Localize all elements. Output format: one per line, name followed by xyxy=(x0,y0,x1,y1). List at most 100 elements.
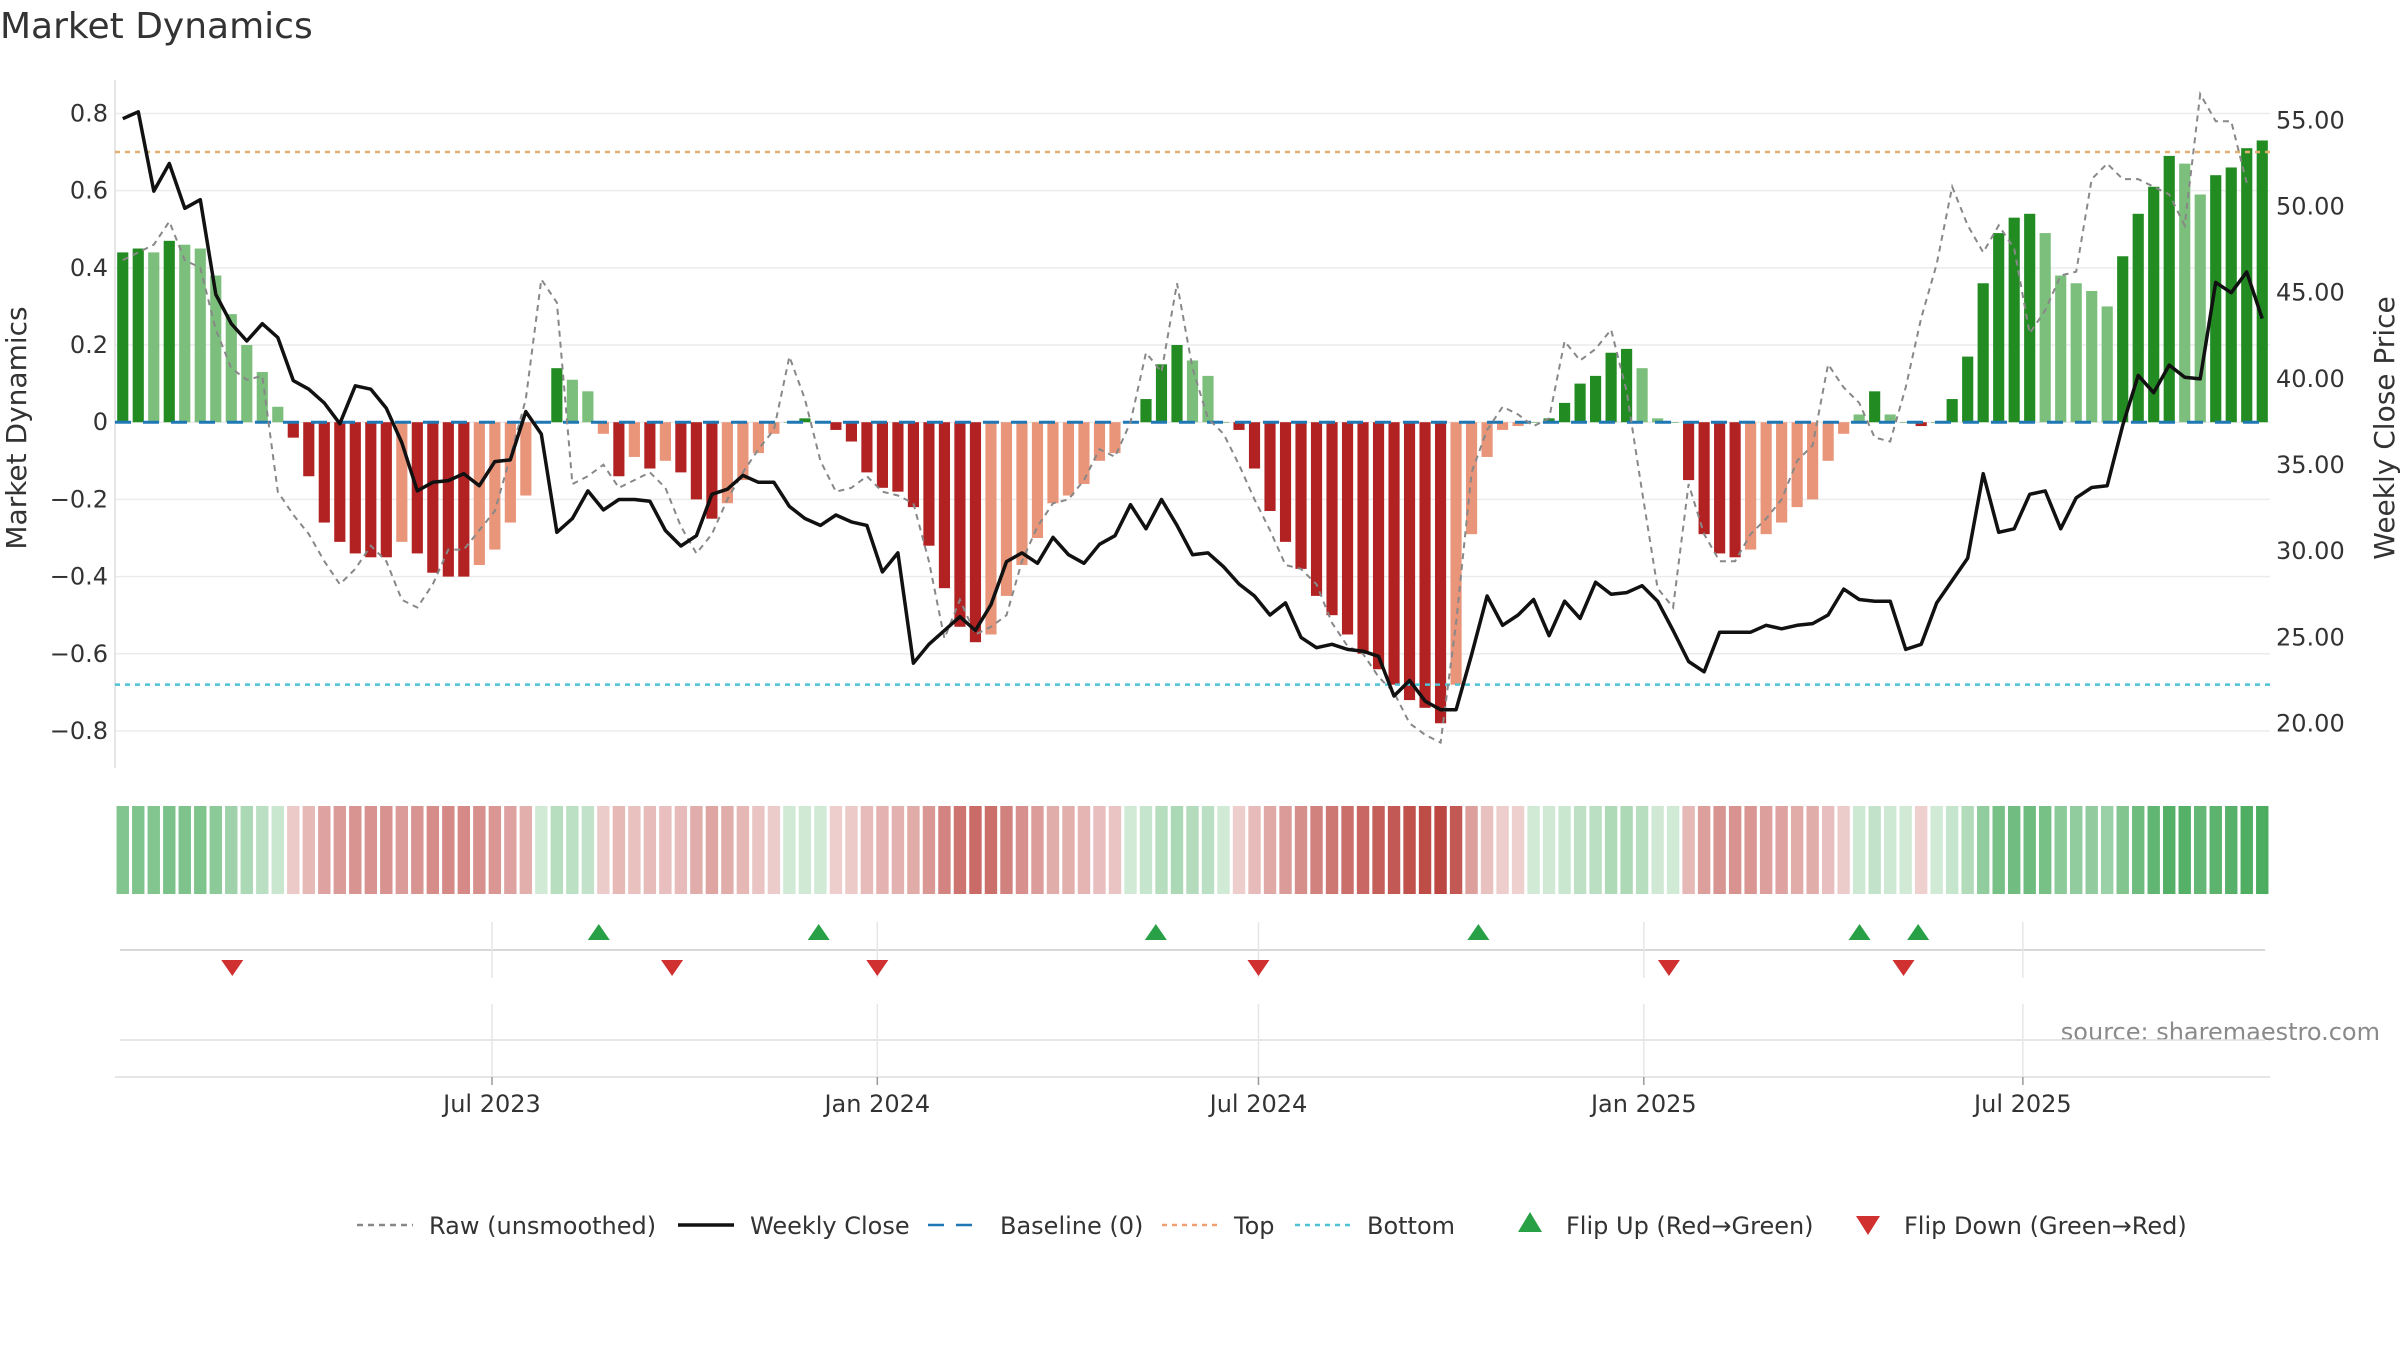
dynamics-bar xyxy=(861,422,873,473)
x-tick-label: Jul 2024 xyxy=(1208,1090,1308,1118)
dynamics-bar xyxy=(1264,422,1276,511)
source-note: source: sharemaestro.com xyxy=(2061,1018,2380,1046)
dynamics-bar xyxy=(1140,399,1152,423)
dynamics-bar xyxy=(473,422,485,566)
x-axis-ticks: Jul 2023 Jan 2024 Jul 2024 Jan 2025 Jul 2025 xyxy=(441,1077,2072,1118)
regime-cell xyxy=(1248,806,1261,894)
regime-cell xyxy=(1077,806,1091,894)
regime-cell xyxy=(178,806,191,894)
flip-up-marker xyxy=(1848,924,1871,940)
flip-up-marker xyxy=(1907,924,1930,940)
regime-cell xyxy=(1604,806,1618,894)
raw-series xyxy=(122,90,2248,745)
regime-cell xyxy=(349,806,362,894)
dynamics-bar xyxy=(2241,148,2253,423)
dynamics-bar xyxy=(1698,422,1710,535)
regime-cell xyxy=(364,806,378,894)
y2-tick-label: 45.00 xyxy=(2276,279,2345,307)
regime-cell xyxy=(411,806,424,894)
regime-cell xyxy=(1372,806,1385,894)
regime-cell xyxy=(891,806,905,894)
regime-cell xyxy=(860,806,874,894)
dynamics-bar xyxy=(1326,422,1338,616)
regime-cell xyxy=(132,806,145,894)
regime-cell xyxy=(1899,806,1912,894)
dynamics-bar xyxy=(1559,402,1571,423)
dynamics-bar xyxy=(2179,163,2191,423)
dynamics-bar xyxy=(349,422,361,554)
regime-cell xyxy=(1217,806,1230,894)
regime-cell xyxy=(2116,806,2129,894)
regime-cell xyxy=(1031,806,1044,894)
dynamics-bar xyxy=(1016,422,1028,566)
x-tick-label: Jul 2025 xyxy=(1972,1090,2072,1118)
regime-cell xyxy=(659,806,672,894)
dynamics-bar xyxy=(706,422,718,519)
regime-cell xyxy=(1232,806,1246,894)
dynamics-bar xyxy=(148,252,160,423)
regime-cell xyxy=(1558,806,1571,894)
regime-cell xyxy=(1139,806,1153,894)
x-tick-label: Jan 2025 xyxy=(1589,1090,1697,1118)
flip-down-marker xyxy=(221,960,244,976)
dynamics-bar xyxy=(1062,422,1075,496)
regime-cell xyxy=(1945,806,1959,894)
dynamics-bar xyxy=(1760,422,1772,535)
dynamics-bar xyxy=(628,422,640,457)
dynamics-bar xyxy=(1481,422,1493,457)
dynamics-bar xyxy=(1900,422,1912,424)
dynamics-bar xyxy=(1233,422,1245,430)
regime-cell xyxy=(2240,806,2253,894)
dynamics-bar xyxy=(1838,422,1850,434)
regime-cell xyxy=(798,806,812,894)
dynamics-bar xyxy=(117,252,129,423)
dynamics-bar xyxy=(1993,233,2005,423)
regime-cell xyxy=(829,806,843,894)
dynamics-bar xyxy=(1171,345,1183,423)
y2-tick-label: 55.00 xyxy=(2276,106,2345,134)
regime-cell xyxy=(473,806,486,894)
chart-title: Market Dynamics xyxy=(0,6,313,47)
y-tick-label: −0.2 xyxy=(50,485,108,513)
dynamics-bar xyxy=(365,422,377,558)
regime-cell xyxy=(969,806,982,894)
legend-label: Flip Down (Green→Red) xyxy=(1904,1212,2187,1240)
dynamics-bar xyxy=(551,368,563,423)
legend-item: Top xyxy=(1162,1212,1275,1240)
dynamics-bar xyxy=(1822,422,1834,461)
regime-cell xyxy=(1015,806,1029,894)
dynamics-bar xyxy=(1295,422,1307,569)
regime-cell xyxy=(581,806,595,894)
regime-cell xyxy=(333,806,346,894)
y-tick-label: 0.8 xyxy=(70,99,108,127)
regime-cell xyxy=(1914,806,1928,894)
dynamics-bar xyxy=(210,275,222,423)
regime-cell xyxy=(2178,806,2191,894)
dynamics-bar xyxy=(442,422,454,577)
dynamics-bar xyxy=(1621,348,1633,423)
regime-cell xyxy=(1155,806,1168,894)
regime-cell xyxy=(2085,806,2098,894)
regime-cell xyxy=(2132,806,2145,894)
dynamics-bar xyxy=(163,240,175,423)
dynamics-bar xyxy=(1791,422,1803,508)
regime-cell xyxy=(1356,806,1370,894)
regime-cell xyxy=(457,806,471,894)
dynamics-bar xyxy=(1403,422,1416,701)
y-tick-label: 0 xyxy=(93,408,108,436)
regime-cell xyxy=(643,806,657,894)
regime-cell xyxy=(2070,806,2083,894)
flip-markers xyxy=(115,922,2270,1078)
dynamics-bar xyxy=(1186,360,1199,423)
dynamics-bar xyxy=(1279,422,1292,542)
regime-cell xyxy=(302,806,315,894)
dynamics-bar xyxy=(256,372,268,423)
regime-cell xyxy=(1124,806,1137,894)
dynamics-bar xyxy=(1946,399,1958,423)
regime-cell xyxy=(256,806,269,894)
flip-up-marker xyxy=(1144,924,1167,940)
dynamics-bar xyxy=(2055,275,2067,423)
dynamics-bar xyxy=(2256,140,2268,423)
regime-cell xyxy=(2007,806,2021,894)
regime-cell xyxy=(1527,806,1540,894)
